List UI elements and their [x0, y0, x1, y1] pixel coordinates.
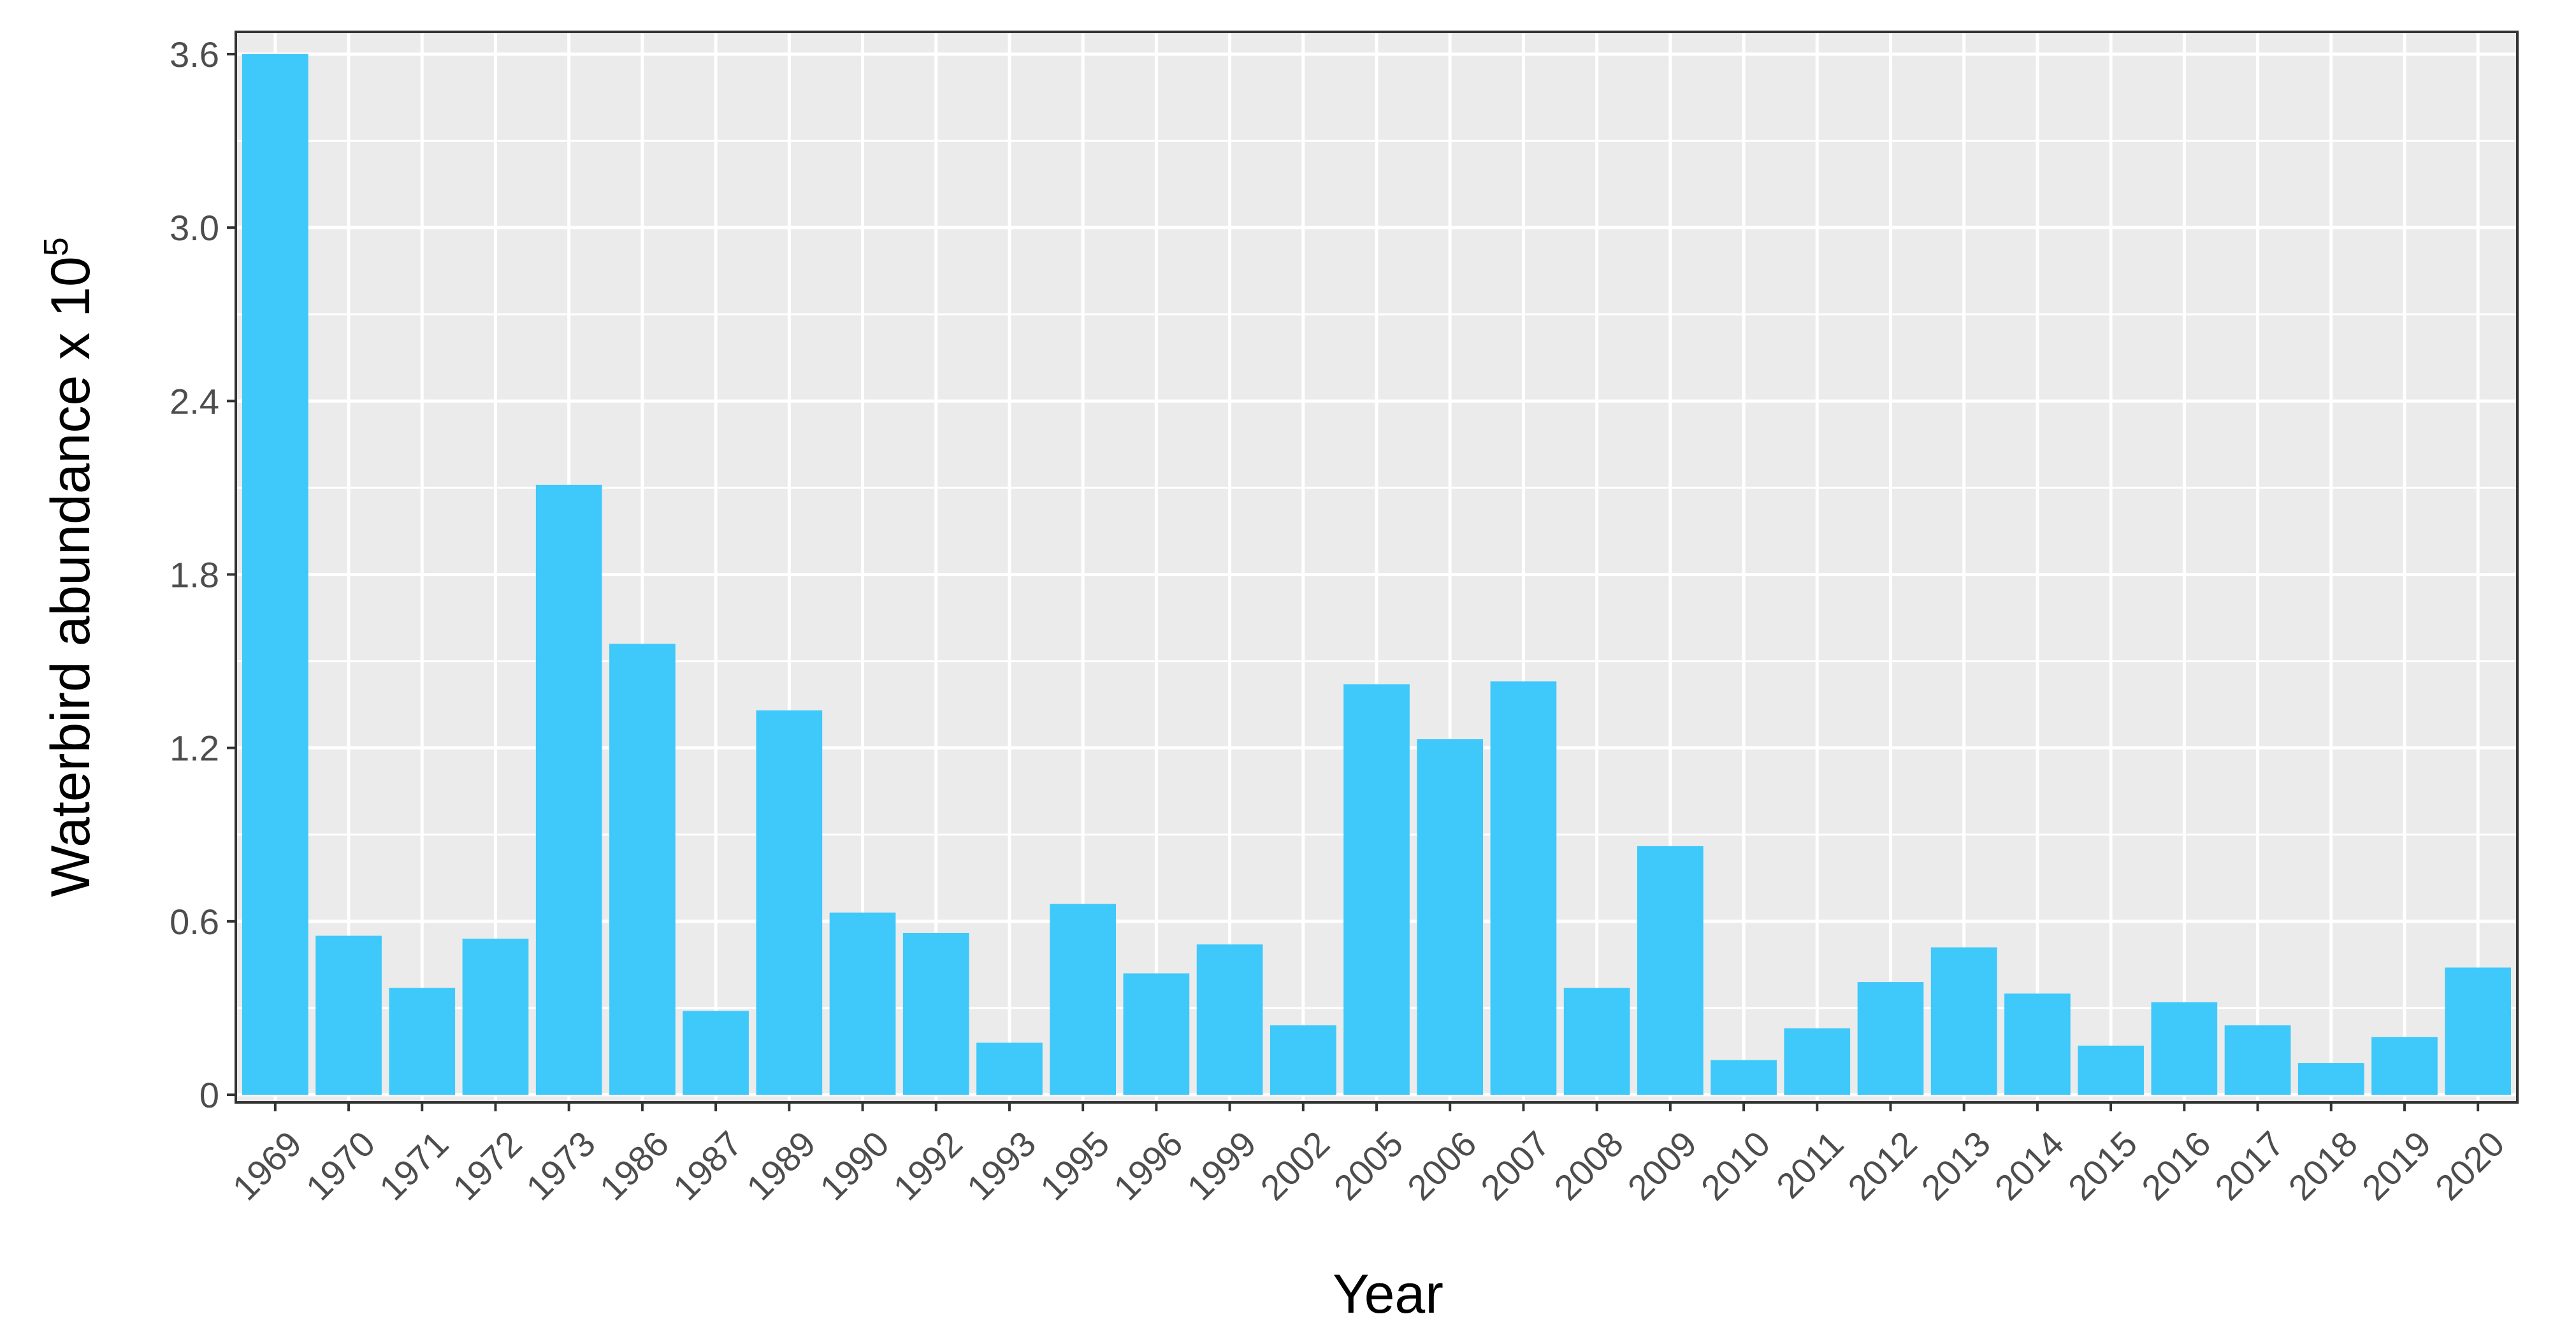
bars — [242, 54, 2511, 1095]
bar — [462, 939, 529, 1095]
y-axis-title-exponent: 5 — [37, 237, 75, 256]
x-tick-label: 2002 — [1252, 1123, 1337, 1208]
x-tick-label: 1995 — [1032, 1123, 1117, 1208]
bar — [609, 644, 676, 1095]
bar — [1270, 1025, 1336, 1095]
bar — [1711, 1060, 1777, 1095]
bar — [315, 935, 382, 1095]
x-tick-label: 2012 — [1840, 1123, 1925, 1208]
x-tick-label: 2007 — [1473, 1123, 1558, 1208]
x-tick-label: 1999 — [1179, 1123, 1264, 1208]
bar — [1784, 1028, 1851, 1095]
bar — [1343, 684, 1410, 1095]
x-tick-label: 1992 — [885, 1123, 970, 1208]
bar — [2078, 1045, 2144, 1095]
x-tick-label: 1990 — [812, 1123, 897, 1208]
bar — [976, 1043, 1043, 1095]
bar — [1930, 947, 1997, 1095]
x-tick-label: 2010 — [1693, 1123, 1778, 1208]
bar — [683, 1011, 749, 1095]
bar — [1123, 973, 1190, 1095]
x-tick-label: 2020 — [2428, 1123, 2512, 1208]
x-tick-label: 2018 — [2280, 1123, 2365, 1208]
bar — [2224, 1025, 2291, 1095]
x-tick-label: 2005 — [1326, 1123, 1411, 1208]
x-axis-title: Year — [1333, 1264, 1444, 1325]
x-tick-label: 1970 — [298, 1123, 383, 1208]
y-axis: 0 0.6 1.2 1.8 2.4 3.0 3.6 — [170, 34, 236, 1115]
bar — [1417, 739, 1484, 1095]
x-tick-label: 1989 — [739, 1123, 823, 1208]
y-tick-label: 1.8 — [170, 555, 219, 595]
bar — [1637, 846, 1704, 1095]
x-tick-label: 1993 — [959, 1123, 1044, 1208]
x-tick-label: 2011 — [1769, 1123, 1851, 1206]
y-tick-label: 0.6 — [170, 902, 219, 942]
x-tick-label: 1973 — [518, 1123, 603, 1208]
x-tick-label: 2008 — [1546, 1123, 1631, 1208]
y-tick-label: 3.6 — [170, 34, 219, 75]
bar — [1050, 904, 1117, 1095]
y-tick-label: 1.2 — [170, 728, 219, 768]
bar — [1563, 988, 1630, 1095]
x-tick-label: 2014 — [1987, 1123, 2072, 1208]
bar — [902, 932, 969, 1095]
y-tick-label: 0 — [199, 1075, 219, 1115]
x-tick-label: 1996 — [1106, 1123, 1190, 1208]
x-tick-label: 2013 — [1913, 1123, 1998, 1208]
bar — [1490, 681, 1557, 1095]
x-tick-label: 2009 — [1620, 1123, 1705, 1208]
bar — [1196, 944, 1263, 1095]
y-axis-title-text: Waterbird abundance x 10 — [40, 256, 101, 897]
x-axis: 1969197019711972197319861987198919901992… — [225, 1102, 2512, 1208]
x-tick-label: 1969 — [225, 1123, 310, 1208]
x-tick-label: 2016 — [2134, 1123, 2218, 1208]
bar — [756, 710, 823, 1095]
x-tick-label: 1987 — [665, 1123, 750, 1208]
x-tick-label: 1986 — [592, 1123, 677, 1208]
bar — [2004, 993, 2071, 1095]
bar — [242, 54, 308, 1095]
x-tick-label: 2017 — [2207, 1123, 2292, 1208]
bar — [829, 913, 896, 1095]
x-tick-label: 2019 — [2354, 1123, 2439, 1208]
bar — [2297, 1063, 2364, 1095]
x-tick-label: 1972 — [445, 1123, 530, 1208]
bar — [1857, 982, 1924, 1095]
y-tick-label: 3.0 — [170, 208, 219, 248]
bar — [2151, 1002, 2218, 1095]
bar — [535, 484, 602, 1095]
x-tick-label: 2015 — [2060, 1123, 2145, 1208]
y-axis-title: Waterbird abundance x 105 — [37, 237, 101, 897]
bar — [2371, 1037, 2438, 1095]
y-tick-label: 2.4 — [170, 381, 219, 421]
bar — [389, 988, 456, 1095]
bar — [2445, 967, 2511, 1095]
x-tick-label: 1971 — [372, 1123, 456, 1208]
x-tick-label: 2006 — [1400, 1123, 1484, 1208]
